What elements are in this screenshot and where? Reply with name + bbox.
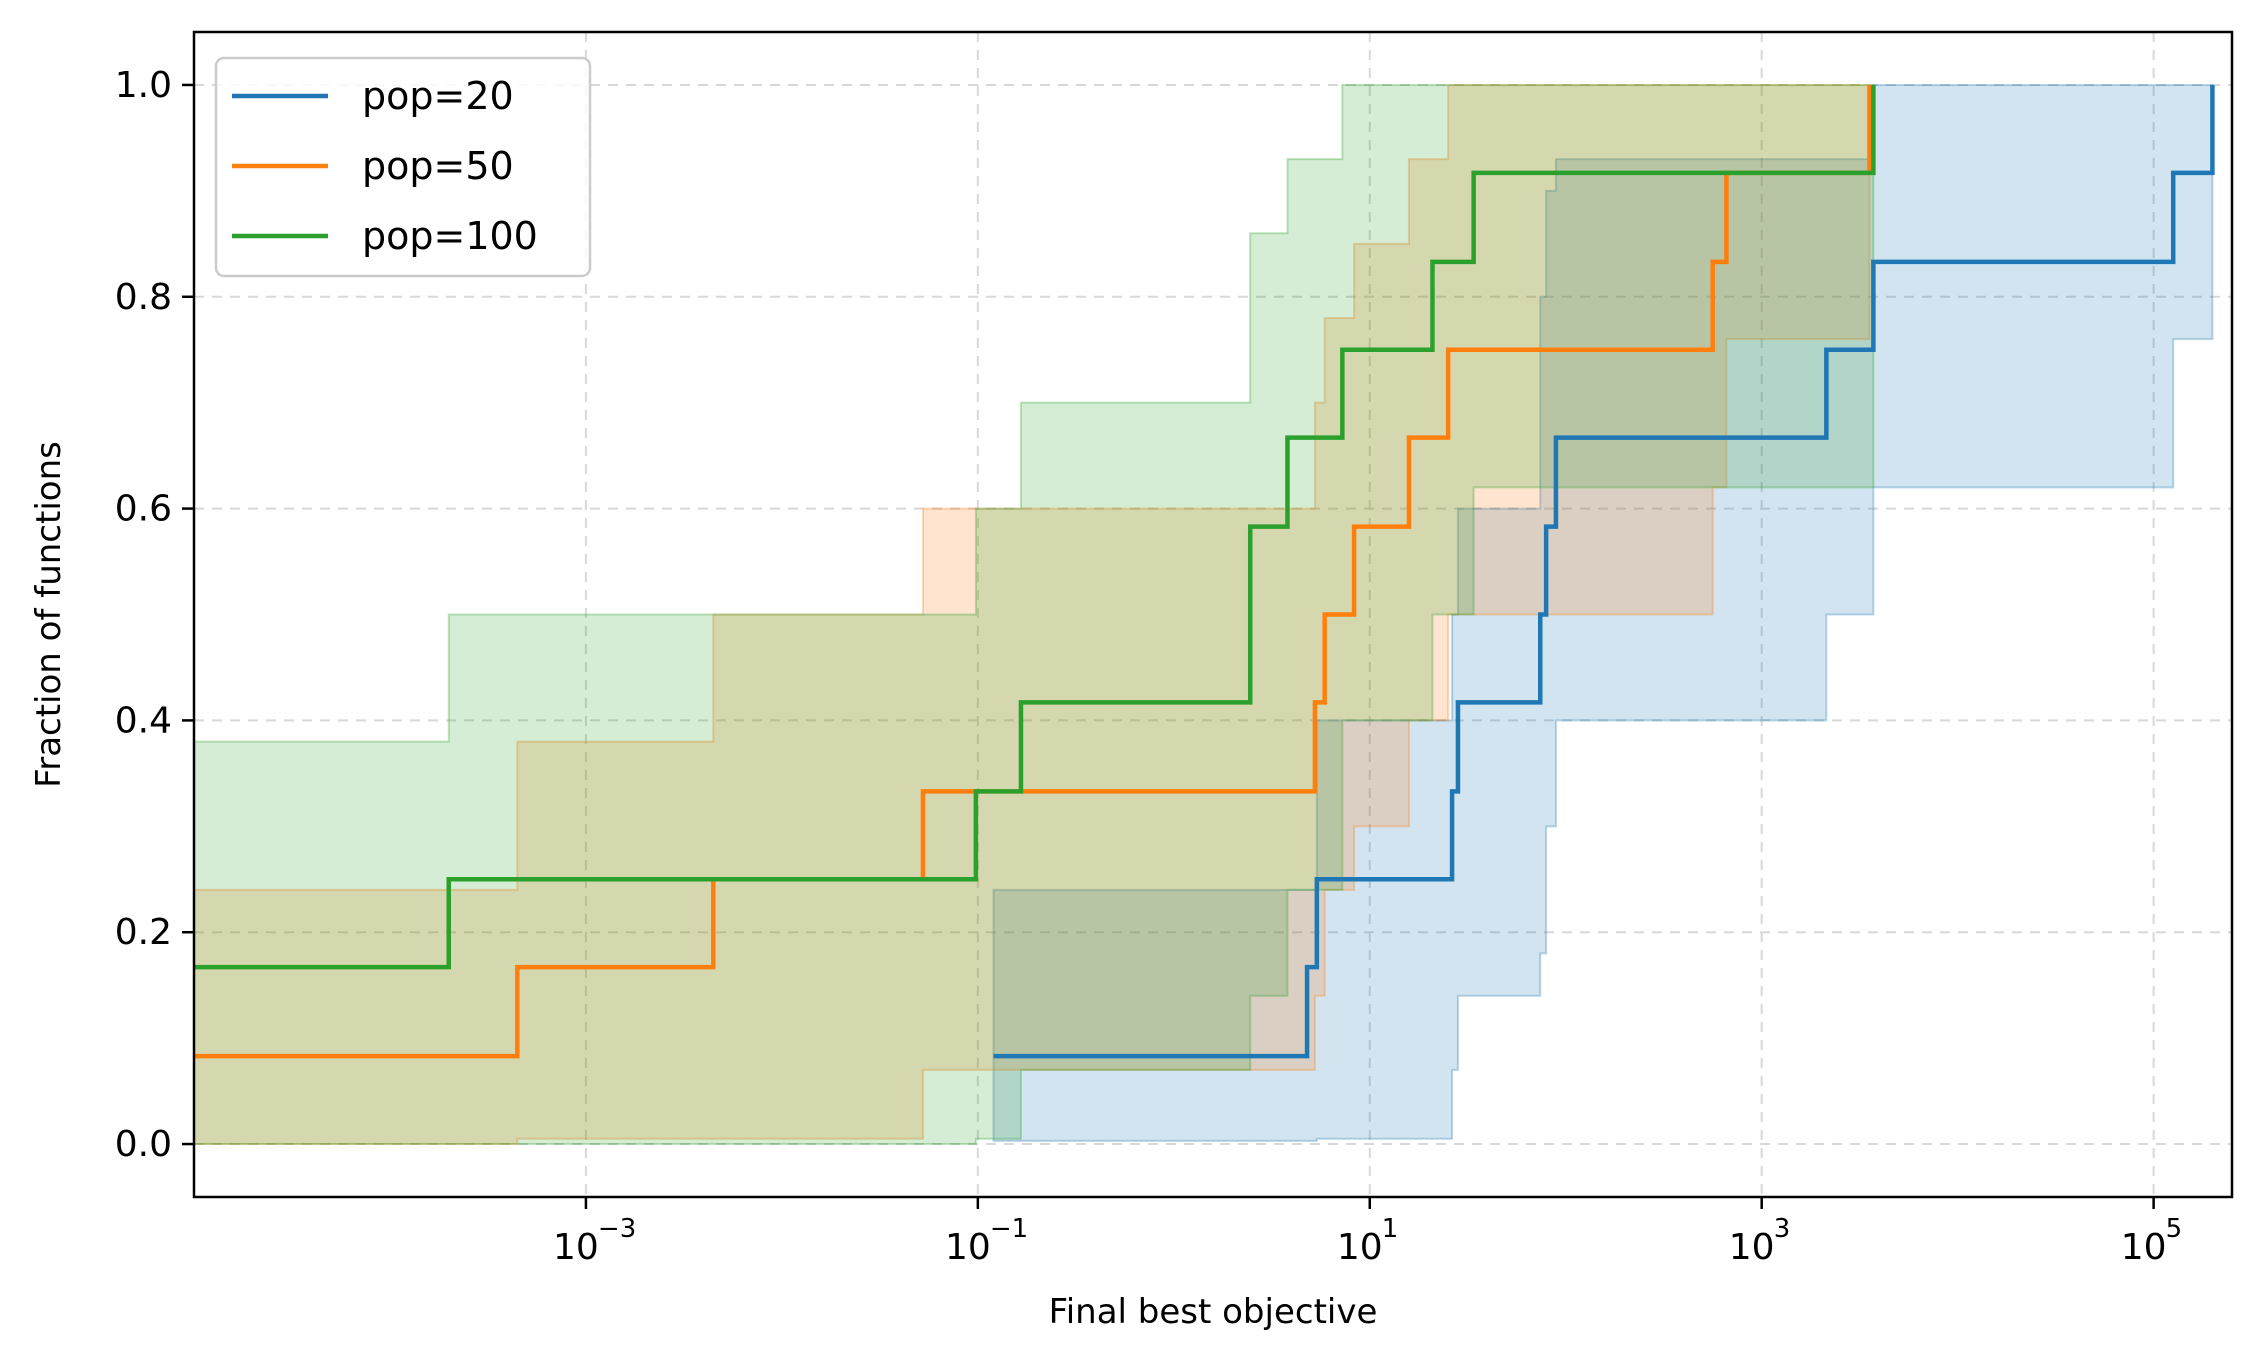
legend: pop=20 pop=50 pop=100	[214, 56, 592, 278]
legend-label: pop=50	[362, 144, 514, 188]
x-tick-label: 10	[553, 1227, 599, 1268]
grid-lines	[194, 32, 2232, 1197]
x-tick-label: 10	[1729, 1227, 1775, 1268]
y-axis-ticks: 0.0 0.2 0.4 0.6 0.8 1.0	[115, 65, 194, 1165]
x-tick-exponent: 3	[1774, 1214, 1791, 1244]
x-tick-exponent: −1	[990, 1214, 1028, 1244]
legend-box	[214, 56, 592, 278]
y-tick-label: 0.6	[115, 489, 172, 530]
x-tick-exponent: −3	[598, 1214, 636, 1244]
x-tick-label: 10	[2121, 1227, 2167, 1268]
x-axis-label: Final best objective	[1049, 1292, 1378, 1332]
line-pop-100	[194, 84, 1876, 970]
line-pop-50	[194, 84, 1872, 1059]
y-tick-label: 0.0	[115, 1124, 172, 1165]
x-tick-exponent: 5	[2166, 1214, 2183, 1244]
plot-frame	[192, 30, 2234, 1199]
line-pop-20	[993, 84, 2215, 1059]
y-tick-label: 0.8	[115, 277, 172, 318]
y-axis-label: Fraction of functions	[29, 441, 69, 788]
y-tick-label: 1.0	[115, 65, 172, 106]
y-tick-label: 0.4	[115, 700, 172, 741]
ecdf-lines	[194, 84, 2215, 1059]
y-tick-label: 0.2	[115, 912, 172, 953]
x-tick-label: 10	[945, 1227, 991, 1268]
band-pop-20	[992, 83, 2214, 1142]
legend-label: pop=20	[362, 74, 514, 118]
x-axis-ticks: 10 −3 10 −1 10 1 10 3 10 5	[553, 1197, 2182, 1268]
x-tick-exponent: 1	[1382, 1214, 1399, 1244]
x-tick-label: 10	[1337, 1227, 1383, 1268]
legend-label: pop=100	[362, 214, 538, 258]
